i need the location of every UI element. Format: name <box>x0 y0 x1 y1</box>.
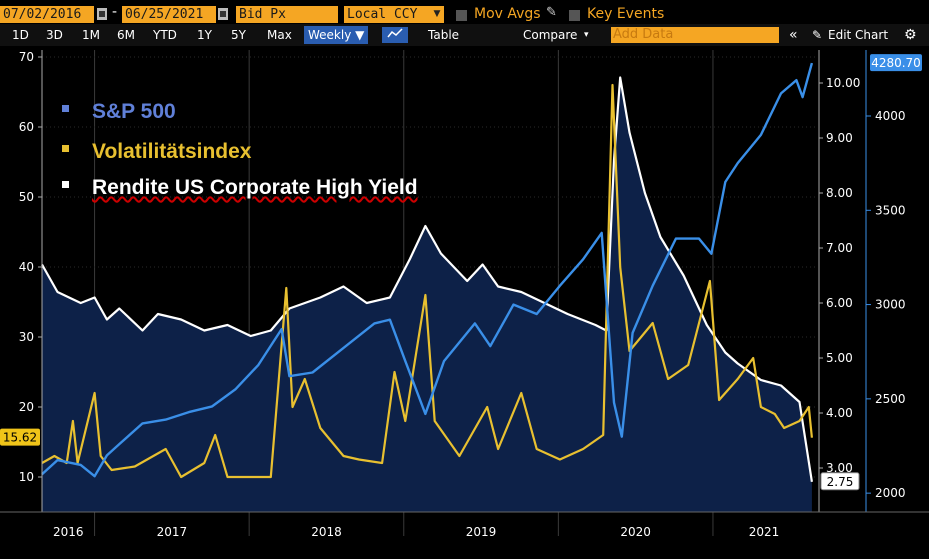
left-tick-label: 20 <box>19 400 34 414</box>
x-tick-label: 2020 <box>620 525 651 539</box>
chart-area: 10 20 30 40 50 60 70 3.00 4.00 5.00 6.00 7.00 8.00 9.… <box>0 46 929 559</box>
left-tick-label: 60 <box>19 120 34 134</box>
range-button[interactable]: 1M <box>82 28 100 42</box>
left-tick-label: 10 <box>19 470 34 484</box>
x-tick-label: 2019 <box>466 525 497 539</box>
right-inner-tick-label: 7.00 <box>826 241 853 255</box>
range-button[interactable]: 3D <box>46 28 63 42</box>
end-date-field[interactable]: 06/25/2021 <box>122 6 216 23</box>
vix-line <box>41 83 813 479</box>
right-outer-tick-label: 2500 <box>875 392 906 406</box>
vix-last-value: 15.62 <box>3 431 37 445</box>
x-tick-label: 2017 <box>157 525 188 539</box>
x-tick-label: 2018 <box>311 525 342 539</box>
mov-avgs-checkbox[interactable] <box>456 10 467 21</box>
pencil-icon[interactable]: ✎ <box>812 28 823 42</box>
high-yield-last-value: 2.75 <box>827 475 854 489</box>
legend-swatch <box>62 144 69 152</box>
top-toolbar: 07/02/2016 - 06/25/2021 Bid Px Local CCY… <box>0 0 929 24</box>
calendar-icon[interactable] <box>97 8 107 20</box>
pencil-icon[interactable]: ✎ <box>546 5 557 20</box>
collapse-icon[interactable]: « <box>789 27 798 43</box>
compare-button[interactable]: Compare <box>523 28 578 42</box>
left-tick-label: 50 <box>19 190 34 204</box>
legend-item-sp500: S&P 500 <box>62 100 176 124</box>
legend-item-vix: Volatilitätsindex <box>62 140 251 164</box>
range-button[interactable]: 1Y <box>197 28 212 42</box>
high-yield-line <box>41 76 813 482</box>
chevron-down-icon[interactable]: ▾ <box>584 30 589 40</box>
range-button[interactable]: YTD <box>153 28 177 42</box>
start-date-field[interactable]: 07/02/2016 <box>0 6 94 23</box>
right-inner-tick-label: 6.00 <box>826 296 853 310</box>
right-outer-tick-label: 3500 <box>875 203 906 217</box>
gear-icon[interactable]: ⚙ <box>904 27 917 43</box>
vix-last-value-bg <box>0 428 40 446</box>
x-tick-label: 2016 <box>53 525 84 539</box>
right-inner-tick-label: 10.00 <box>826 76 860 90</box>
field-selector[interactable]: Bid Px <box>236 6 338 23</box>
edit-chart-button[interactable]: Edit Chart <box>828 28 889 42</box>
right-inner-tick-label: 9.00 <box>826 131 853 145</box>
currency-selector[interactable]: Local CCY <box>344 6 430 23</box>
right-inner-tick-label: 8.00 <box>826 186 853 200</box>
left-tick-label: 40 <box>19 260 34 274</box>
table-button[interactable]: Table <box>428 28 460 42</box>
right-outer-tick-label: 3000 <box>875 298 906 312</box>
key-events-label: Key Events <box>587 6 665 22</box>
right-inner-tick-label: 3.00 <box>826 461 853 475</box>
range-button[interactable]: 5Y <box>231 28 246 42</box>
left-tick-label: 70 <box>19 50 34 64</box>
legend-item-high-yield: Rendite US Corporate High Yield <box>62 176 418 200</box>
legend-swatch <box>62 180 69 188</box>
range-button[interactable]: Max <box>267 28 292 42</box>
right-outer-tick-label: 2000 <box>875 486 906 500</box>
add-data-input[interactable]: Add Data <box>611 27 779 43</box>
high-yield-last-value-bg <box>820 472 860 491</box>
high-yield-area <box>42 77 812 512</box>
sp500-line <box>41 62 814 478</box>
right-inner-tick-label: 4.00 <box>826 406 853 420</box>
date-separator: - <box>112 4 118 20</box>
mov-avgs-label: Mov Avgs <box>474 6 541 22</box>
legend-label: Rendite US Corporate High Yield <box>92 176 418 199</box>
right-outer-tick-label: 4000 <box>875 109 906 123</box>
legend-label: S&P 500 <box>92 100 176 123</box>
range-button[interactable]: 6M <box>117 28 135 42</box>
legend-swatch <box>62 104 69 112</box>
right-inner-tick-label: 5.00 <box>826 351 853 365</box>
calendar-icon[interactable] <box>218 8 228 20</box>
key-events-checkbox[interactable] <box>569 10 580 21</box>
x-tick-label: 2021 <box>749 525 780 539</box>
sp500-last-value-bg <box>870 54 922 72</box>
range-button[interactable]: 1D <box>12 28 29 42</box>
frequency-selector[interactable]: Weekly ▼ <box>304 26 369 44</box>
sp500-last-value: 4280.70 <box>871 56 921 70</box>
chevron-down-icon[interactable]: ▼ <box>430 6 444 23</box>
line-chart-icon[interactable] <box>382 27 408 43</box>
left-tick-label: 30 <box>19 330 34 344</box>
legend-label: Volatilitätsindex <box>92 140 252 163</box>
